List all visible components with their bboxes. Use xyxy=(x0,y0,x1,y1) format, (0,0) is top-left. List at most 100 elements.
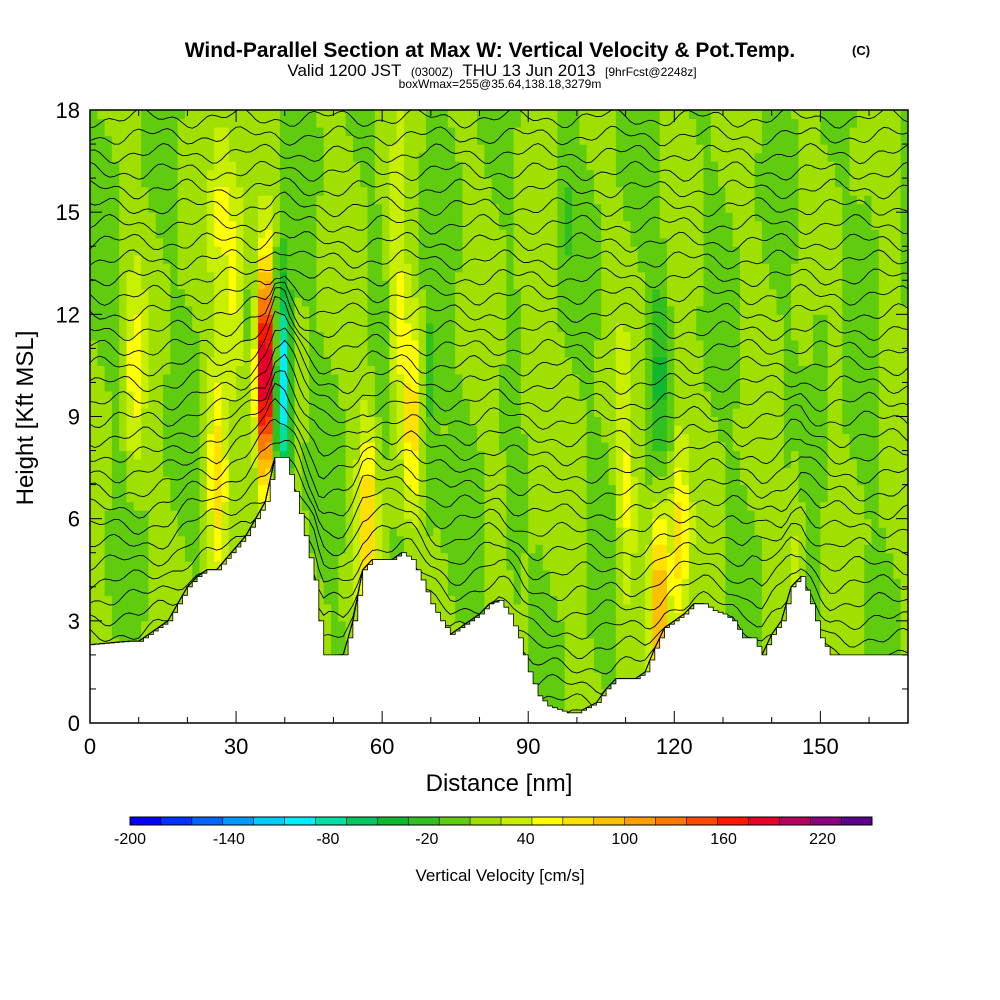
velocity-cell xyxy=(352,186,361,196)
velocity-cell xyxy=(316,501,325,511)
velocity-cell xyxy=(214,501,223,511)
velocity-cell xyxy=(97,552,106,562)
velocity-cell xyxy=(323,169,332,179)
velocity-cell xyxy=(287,297,296,307)
velocity-cell xyxy=(411,544,420,554)
velocity-cell xyxy=(301,518,310,528)
velocity-cell xyxy=(374,169,383,179)
velocity-cell xyxy=(119,620,128,630)
velocity-cell xyxy=(316,144,325,154)
velocity-cell xyxy=(287,356,296,367)
velocity-cell xyxy=(163,373,171,384)
velocity-cell xyxy=(133,246,142,256)
velocity-cell xyxy=(97,476,106,486)
velocity-cell xyxy=(331,271,339,281)
velocity-cell xyxy=(309,288,318,298)
velocity-cell xyxy=(155,407,164,418)
velocity-cell xyxy=(323,493,332,503)
velocity-cell xyxy=(469,518,478,528)
velocity-cell xyxy=(564,331,573,341)
velocity-cell xyxy=(462,612,471,622)
velocity-cell xyxy=(111,246,120,256)
velocity-cell xyxy=(323,305,332,315)
velocity-cell xyxy=(236,476,244,486)
velocity-cell xyxy=(279,237,288,247)
velocity-cell xyxy=(528,646,537,656)
velocity-cell xyxy=(104,569,113,579)
velocity-cell xyxy=(90,407,98,418)
velocity-cell xyxy=(491,348,500,358)
velocity-cell xyxy=(593,612,602,622)
velocity-cell xyxy=(404,476,412,486)
velocity-cell xyxy=(513,118,522,128)
velocity-cell xyxy=(491,127,500,137)
velocity-cell xyxy=(506,237,515,247)
velocity-cell xyxy=(323,510,332,520)
velocity-cell xyxy=(163,535,171,545)
velocity-cell xyxy=(133,484,142,494)
velocity-cell xyxy=(579,620,588,630)
velocity-cell xyxy=(564,339,573,349)
velocity-cell xyxy=(119,407,128,418)
velocity-cell xyxy=(214,373,223,384)
velocity-cell xyxy=(192,442,201,452)
velocity-cell xyxy=(557,161,566,171)
velocity-cell xyxy=(243,442,252,452)
velocity-cell xyxy=(550,467,559,477)
velocity-cell xyxy=(491,493,500,503)
velocity-cell xyxy=(520,203,529,213)
velocity-cell xyxy=(499,544,507,554)
velocity-cell xyxy=(564,135,573,145)
velocity-cell xyxy=(287,229,296,239)
velocity-cell xyxy=(528,390,537,401)
velocity-cell xyxy=(499,365,507,375)
velocity-cell xyxy=(477,212,485,222)
velocity-cell xyxy=(345,152,354,162)
velocity-cell xyxy=(586,459,595,469)
velocity-cell xyxy=(360,442,369,452)
velocity-cell xyxy=(119,629,128,639)
velocity-cell xyxy=(177,288,186,298)
velocity-cell xyxy=(279,203,288,213)
velocity-cell xyxy=(338,161,347,171)
velocity-cell xyxy=(360,552,369,562)
velocity-cell xyxy=(374,425,383,435)
velocity-cell xyxy=(177,552,186,562)
velocity-cell xyxy=(345,288,354,298)
velocity-cell xyxy=(243,169,252,179)
velocity-cell xyxy=(316,510,325,520)
velocity-cell xyxy=(155,356,164,367)
velocity-cell xyxy=(331,195,339,205)
velocity-cell xyxy=(572,373,580,384)
velocity-cell xyxy=(309,390,318,401)
velocity-cell xyxy=(447,271,456,281)
velocity-cell xyxy=(425,169,434,179)
velocity-cell xyxy=(163,467,171,477)
velocity-cell xyxy=(535,178,544,188)
velocity-cell xyxy=(404,212,412,222)
velocity-cell xyxy=(119,118,128,128)
velocity-cell xyxy=(506,263,515,273)
velocity-cell xyxy=(192,484,201,494)
velocity-cell xyxy=(404,263,412,273)
velocity-cell xyxy=(389,476,398,486)
velocity-cell xyxy=(586,356,595,367)
velocity-cell xyxy=(550,152,559,162)
velocity-cell xyxy=(382,390,391,401)
velocity-cell xyxy=(564,459,573,469)
velocity-cell xyxy=(133,442,142,452)
velocity-cell xyxy=(572,654,580,664)
velocity-cell xyxy=(535,476,544,486)
velocity-cell xyxy=(228,433,237,443)
velocity-cell xyxy=(111,501,120,511)
velocity-cell xyxy=(323,135,332,145)
velocity-cell xyxy=(148,195,157,205)
velocity-cell xyxy=(455,305,464,315)
velocity-cell xyxy=(133,186,142,196)
velocity-cell xyxy=(250,144,259,154)
velocity-cell xyxy=(542,280,551,290)
velocity-cell xyxy=(440,178,449,188)
velocity-cell xyxy=(148,518,157,528)
velocity-cell xyxy=(564,390,573,401)
velocity-cell xyxy=(177,595,186,605)
